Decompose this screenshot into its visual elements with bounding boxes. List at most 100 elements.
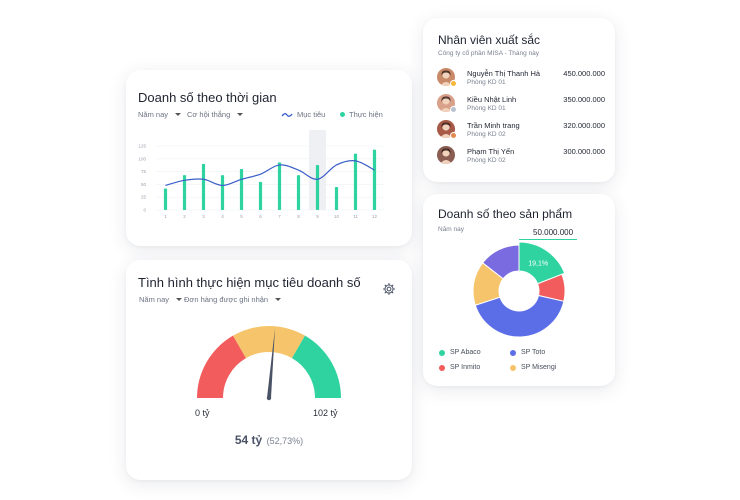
- y-tick-label: 100: [138, 156, 146, 161]
- gauge-value: 54 tỷ (52,73%): [126, 431, 412, 449]
- employee-amount: 450.000.000: [563, 69, 605, 78]
- legend-item: SP Toto: [510, 349, 545, 356]
- bar-2: [182, 175, 187, 210]
- medal-icon: [450, 106, 457, 113]
- x-tick-label: 7: [278, 214, 281, 219]
- gauge-max-label: 102 tỷ: [313, 408, 338, 418]
- period-filter[interactable]: Năm nay: [138, 110, 182, 119]
- y-tick-label: 125: [138, 144, 146, 149]
- legend-item: SP Inmito: [439, 364, 480, 371]
- employee-amount: 300.000.000: [563, 147, 605, 156]
- bar-5: [239, 169, 244, 210]
- sales-by-time-card: Doanh số theo thời gian Năm nay Cơ hội t…: [126, 70, 412, 246]
- bar-11: [353, 153, 358, 210]
- top-employees-card: Nhân viên xuất sắc Công ty cổ phần MISA …: [423, 18, 615, 182]
- bar-9: [315, 164, 320, 210]
- x-tick-label: 4: [221, 214, 224, 219]
- bar-3: [201, 163, 206, 210]
- x-tick-label: 9: [316, 214, 319, 219]
- bar-4: [220, 175, 225, 210]
- slice-label: 19,1%: [528, 260, 548, 267]
- bar-7: [277, 162, 282, 210]
- slice-sp-toto: [474, 294, 565, 338]
- type-filter[interactable]: Cơ hội thắng: [187, 110, 244, 119]
- y-tick-label: 75: [141, 169, 147, 174]
- legend-item: SP Abaco: [439, 349, 481, 356]
- product-donut-chart: 19,1%: [472, 241, 566, 338]
- x-tick-label: 6: [259, 214, 262, 219]
- legend-label: SP Toto: [521, 349, 546, 356]
- target-gauge: [197, 326, 341, 401]
- employee-row[interactable]: Kiều Nhật Linh Phòng KD 01 350.000.000: [437, 94, 605, 116]
- legend-dot: [439, 349, 445, 356]
- y-tick-label: 50: [141, 182, 147, 187]
- bar-12: [372, 149, 377, 210]
- legend-label: SP Abaco: [450, 349, 481, 356]
- sales-by-time-title: Doanh số theo thời gian: [138, 90, 277, 105]
- x-tick-label: 10: [334, 214, 340, 219]
- gauge-min-label: 0 tỷ: [195, 408, 210, 418]
- progress-period-filter[interactable]: Năm nay: [139, 295, 183, 304]
- progress-period-label: Năm nay: [139, 295, 170, 304]
- employee-amount: 350.000.000: [563, 95, 605, 104]
- legend-dot: [439, 364, 445, 371]
- legend-dot: [510, 364, 516, 371]
- slice-khác: [481, 244, 520, 280]
- bar-10: [334, 186, 339, 210]
- target-progress-card: Tình hình thực hiện mục tiêu doanh số Nă…: [126, 260, 412, 480]
- x-tick-label: 5: [240, 214, 243, 219]
- target-progress-title: Tình hình thực hiện mục tiêu doanh số: [138, 275, 361, 290]
- settings-icon[interactable]: [382, 282, 396, 296]
- x-tick-label: 2: [183, 214, 186, 219]
- top-employees-subtitle: Công ty cổ phần MISA - Tháng này: [438, 50, 540, 57]
- gauge-mid-segment: [233, 326, 305, 359]
- slice-sp-abaco: [518, 241, 566, 285]
- chevron-down-icon: [175, 113, 182, 116]
- legend-label: SP Misengi: [521, 364, 557, 371]
- product-period-label: Năm nay: [438, 226, 465, 233]
- legend-dot: [510, 349, 516, 356]
- y-tick-label: 0: [143, 208, 146, 213]
- legend-actual: Thực hiện: [340, 110, 383, 119]
- employee-name: Kiều Nhật Linh: [467, 95, 517, 104]
- avatar: [437, 146, 455, 164]
- bar-6: [258, 181, 263, 210]
- chevron-down-icon: [176, 298, 183, 301]
- x-tick-label: 12: [372, 214, 378, 219]
- gauge-high-segment: [292, 335, 341, 398]
- callout-underline: [519, 239, 577, 240]
- x-tick-label: 3: [202, 214, 205, 219]
- legend-target-label: Mục tiêu: [297, 110, 326, 119]
- medal-icon: [450, 80, 457, 87]
- employee-dept: Phòng KD 02: [467, 131, 506, 138]
- progress-type-label: Đơn hàng được ghi nhận: [184, 295, 269, 304]
- legend-label: SP Inmito: [450, 364, 481, 371]
- bar-8: [296, 175, 301, 210]
- gauge-value-percent: (52,73%): [266, 436, 304, 446]
- sales-by-product-card: Doanh số theo sản phẩm Năm nay 50.000.00…: [423, 194, 615, 386]
- employee-row[interactable]: Nguyễn Thị Thanh Hà Phòng KD 01 450.000.…: [437, 68, 605, 90]
- target-line: [165, 160, 375, 187]
- employee-dept: Phòng KD 01: [467, 105, 506, 112]
- gauge-value-amount: 54 tỷ: [234, 433, 263, 447]
- chevron-down-icon: [237, 113, 244, 116]
- period-filter-label: Năm nay: [138, 110, 169, 119]
- y-tick-label: 25: [141, 195, 147, 200]
- medal-icon: [450, 132, 457, 139]
- bar-1: [163, 188, 168, 210]
- employee-name: Phạm Thị Yến: [467, 147, 515, 156]
- x-tick-label: 11: [353, 214, 358, 219]
- progress-type-filter[interactable]: Đơn hàng được ghi nhận: [184, 295, 282, 304]
- employee-name: Trần Minh trang: [467, 121, 520, 130]
- gauge-needle-hub: [266, 395, 272, 401]
- employee-row[interactable]: Trần Minh trang Phòng KD 02 320.000.000: [437, 120, 605, 142]
- gauge-low-segment: [197, 335, 246, 398]
- employee-row[interactable]: Phạm Thị Yến Phòng KD 02 300.000.000: [437, 146, 605, 168]
- callout-value: 50.000.000: [533, 228, 574, 237]
- bar-legend-dot: [340, 112, 345, 117]
- line-legend-icon: [281, 112, 293, 117]
- legend-actual-label: Thực hiện: [349, 110, 383, 119]
- top-employees-title: Nhân viên xuất sắc: [438, 33, 541, 47]
- employee-amount: 320.000.000: [563, 121, 605, 130]
